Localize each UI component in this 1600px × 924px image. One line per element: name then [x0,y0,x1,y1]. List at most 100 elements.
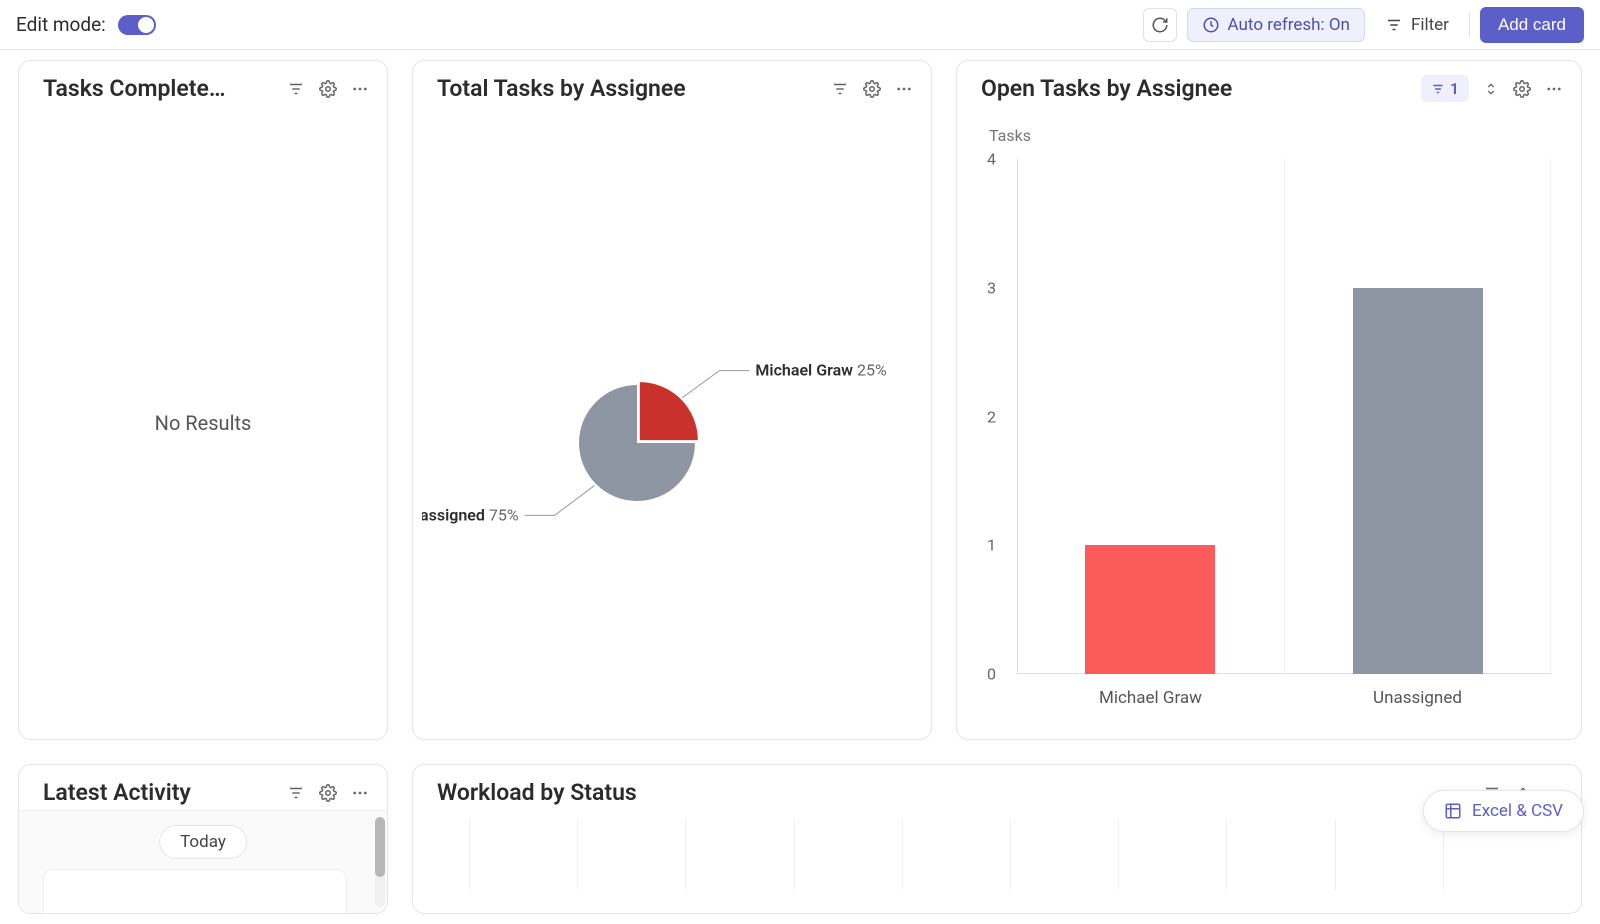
card-settings-button[interactable] [863,80,881,98]
card-more-button[interactable] [895,80,913,98]
pie-label: Unassigned 75% [422,505,519,524]
card-filter-badge[interactable]: 1 [1421,75,1469,102]
filter-icon [1431,82,1445,96]
card-header: Total Tasks by Assignee [413,61,931,106]
filter-button[interactable]: Filter [1375,9,1459,41]
workload-column [1118,820,1226,890]
y-axis-title: Tasks [989,126,1551,145]
more-icon [351,80,369,98]
refresh-button[interactable] [1143,8,1177,42]
card-body: Today [19,810,387,913]
pie-label: Michael Graw 25% [755,360,887,379]
card-actions [287,784,369,802]
auto-refresh-label: Auto refresh: On [1228,15,1350,35]
filter-label: Filter [1411,15,1449,35]
card-body: Michael Graw 25% Unassigned 75% [413,106,931,739]
card-open-tasks-by-assignee: Open Tasks by Assignee 1 Tasks [956,60,1582,740]
card-more-button[interactable] [351,784,369,802]
toolbar: Edit mode: Auto refresh: On Filter Add c… [0,0,1600,50]
card-settings-button[interactable] [319,784,337,802]
card-body: No Results [19,106,387,739]
card-more-button[interactable] [351,80,369,98]
dashboard-grid: Tasks Complete… No Results Total Tasks b… [0,50,1600,924]
chart-area: 01234 [987,159,1551,674]
card-actions: 1 [1421,75,1563,102]
card-total-tasks-by-assignee: Total Tasks by Assignee Michael Graw 25%… [412,60,932,740]
x-tick: Unassigned [1284,688,1551,708]
card-workload-by-status: Workload by Status [412,764,1582,914]
filter-icon [287,784,305,802]
x-tick: Michael Graw [1017,688,1284,708]
add-card-button[interactable]: Add card [1480,7,1584,43]
card-latest-activity: Latest Activity Today [18,764,388,914]
more-icon [895,80,913,98]
filter-icon [831,80,849,98]
card-body [413,810,1581,913]
workload-column [469,820,577,890]
toolbar-right: Auto refresh: On Filter Add card [1143,7,1584,43]
card-title: Latest Activity [43,779,277,806]
filter-icon [287,80,305,98]
workload-column [1335,820,1443,890]
card-title: Total Tasks by Assignee [437,75,821,102]
y-tick: 1 [987,536,996,555]
bar-column [1017,159,1284,674]
y-tick: 4 [987,150,996,169]
no-results-text: No Results [19,106,387,739]
card-settings-button[interactable] [1513,80,1531,98]
pie-slice [640,382,698,440]
y-tick: 2 [987,407,996,426]
more-icon [351,784,369,802]
activity-item[interactable] [43,869,347,914]
card-header: Latest Activity [19,765,387,810]
bar-chart: Tasks 0 1 2 3 4 Michael GrawUnassigned [987,126,1551,739]
workload-column [1226,820,1334,890]
bar [1353,288,1483,674]
filter-icon [1385,16,1403,34]
auto-refresh-chip[interactable]: Auto refresh: On [1187,8,1365,42]
card-tasks-completed: Tasks Complete… No Results [18,60,388,740]
card-filter-button[interactable] [287,784,305,802]
gear-icon [319,80,337,98]
toolbar-separator [1469,13,1470,37]
workload-column [577,820,685,890]
toolbar-left: Edit mode: [16,13,156,36]
workload-column [1010,820,1118,890]
scrollbar-thumb[interactable] [375,817,385,877]
workload-columns [413,810,1581,890]
filter-count: 1 [1450,79,1459,98]
gear-icon [319,784,337,802]
export-label: Excel & CSV [1472,801,1563,821]
bar [1085,545,1215,674]
card-filter-button[interactable] [831,80,849,98]
card-title: Workload by Status [437,779,1473,806]
more-icon [1545,80,1563,98]
edit-mode-toggle[interactable] [118,15,156,35]
gear-icon [863,80,881,98]
edit-mode-label: Edit mode: [16,13,106,36]
card-filter-button[interactable] [287,80,305,98]
workload-column [685,820,793,890]
card-more-button[interactable] [1545,80,1563,98]
card-header: Workload by Status [413,765,1581,810]
card-title: Open Tasks by Assignee [981,75,1411,102]
export-excel-csv-button[interactable]: Excel & CSV [1423,790,1584,832]
card-settings-button[interactable] [319,80,337,98]
clock-icon [1202,16,1220,34]
card-header: Open Tasks by Assignee 1 [957,61,1581,106]
workload-column [902,820,1010,890]
pie-svg: Michael Graw 25% Unassigned 75% [422,113,922,733]
y-tick: 0 [987,665,996,684]
chevron-updown-icon [1483,81,1499,97]
workload-column [794,820,902,890]
card-header: Tasks Complete… [19,61,387,106]
refresh-icon [1151,16,1169,34]
bars-row [1017,159,1551,674]
y-tick: 3 [987,278,996,297]
today-pill: Today [159,825,247,859]
pie-chart: Michael Graw 25% Unassigned 75% [413,106,931,739]
bar-column [1284,159,1552,674]
x-axis-ticks: Michael GrawUnassigned [1017,688,1551,708]
card-expand-button[interactable] [1483,81,1499,97]
gear-icon [1513,80,1531,98]
